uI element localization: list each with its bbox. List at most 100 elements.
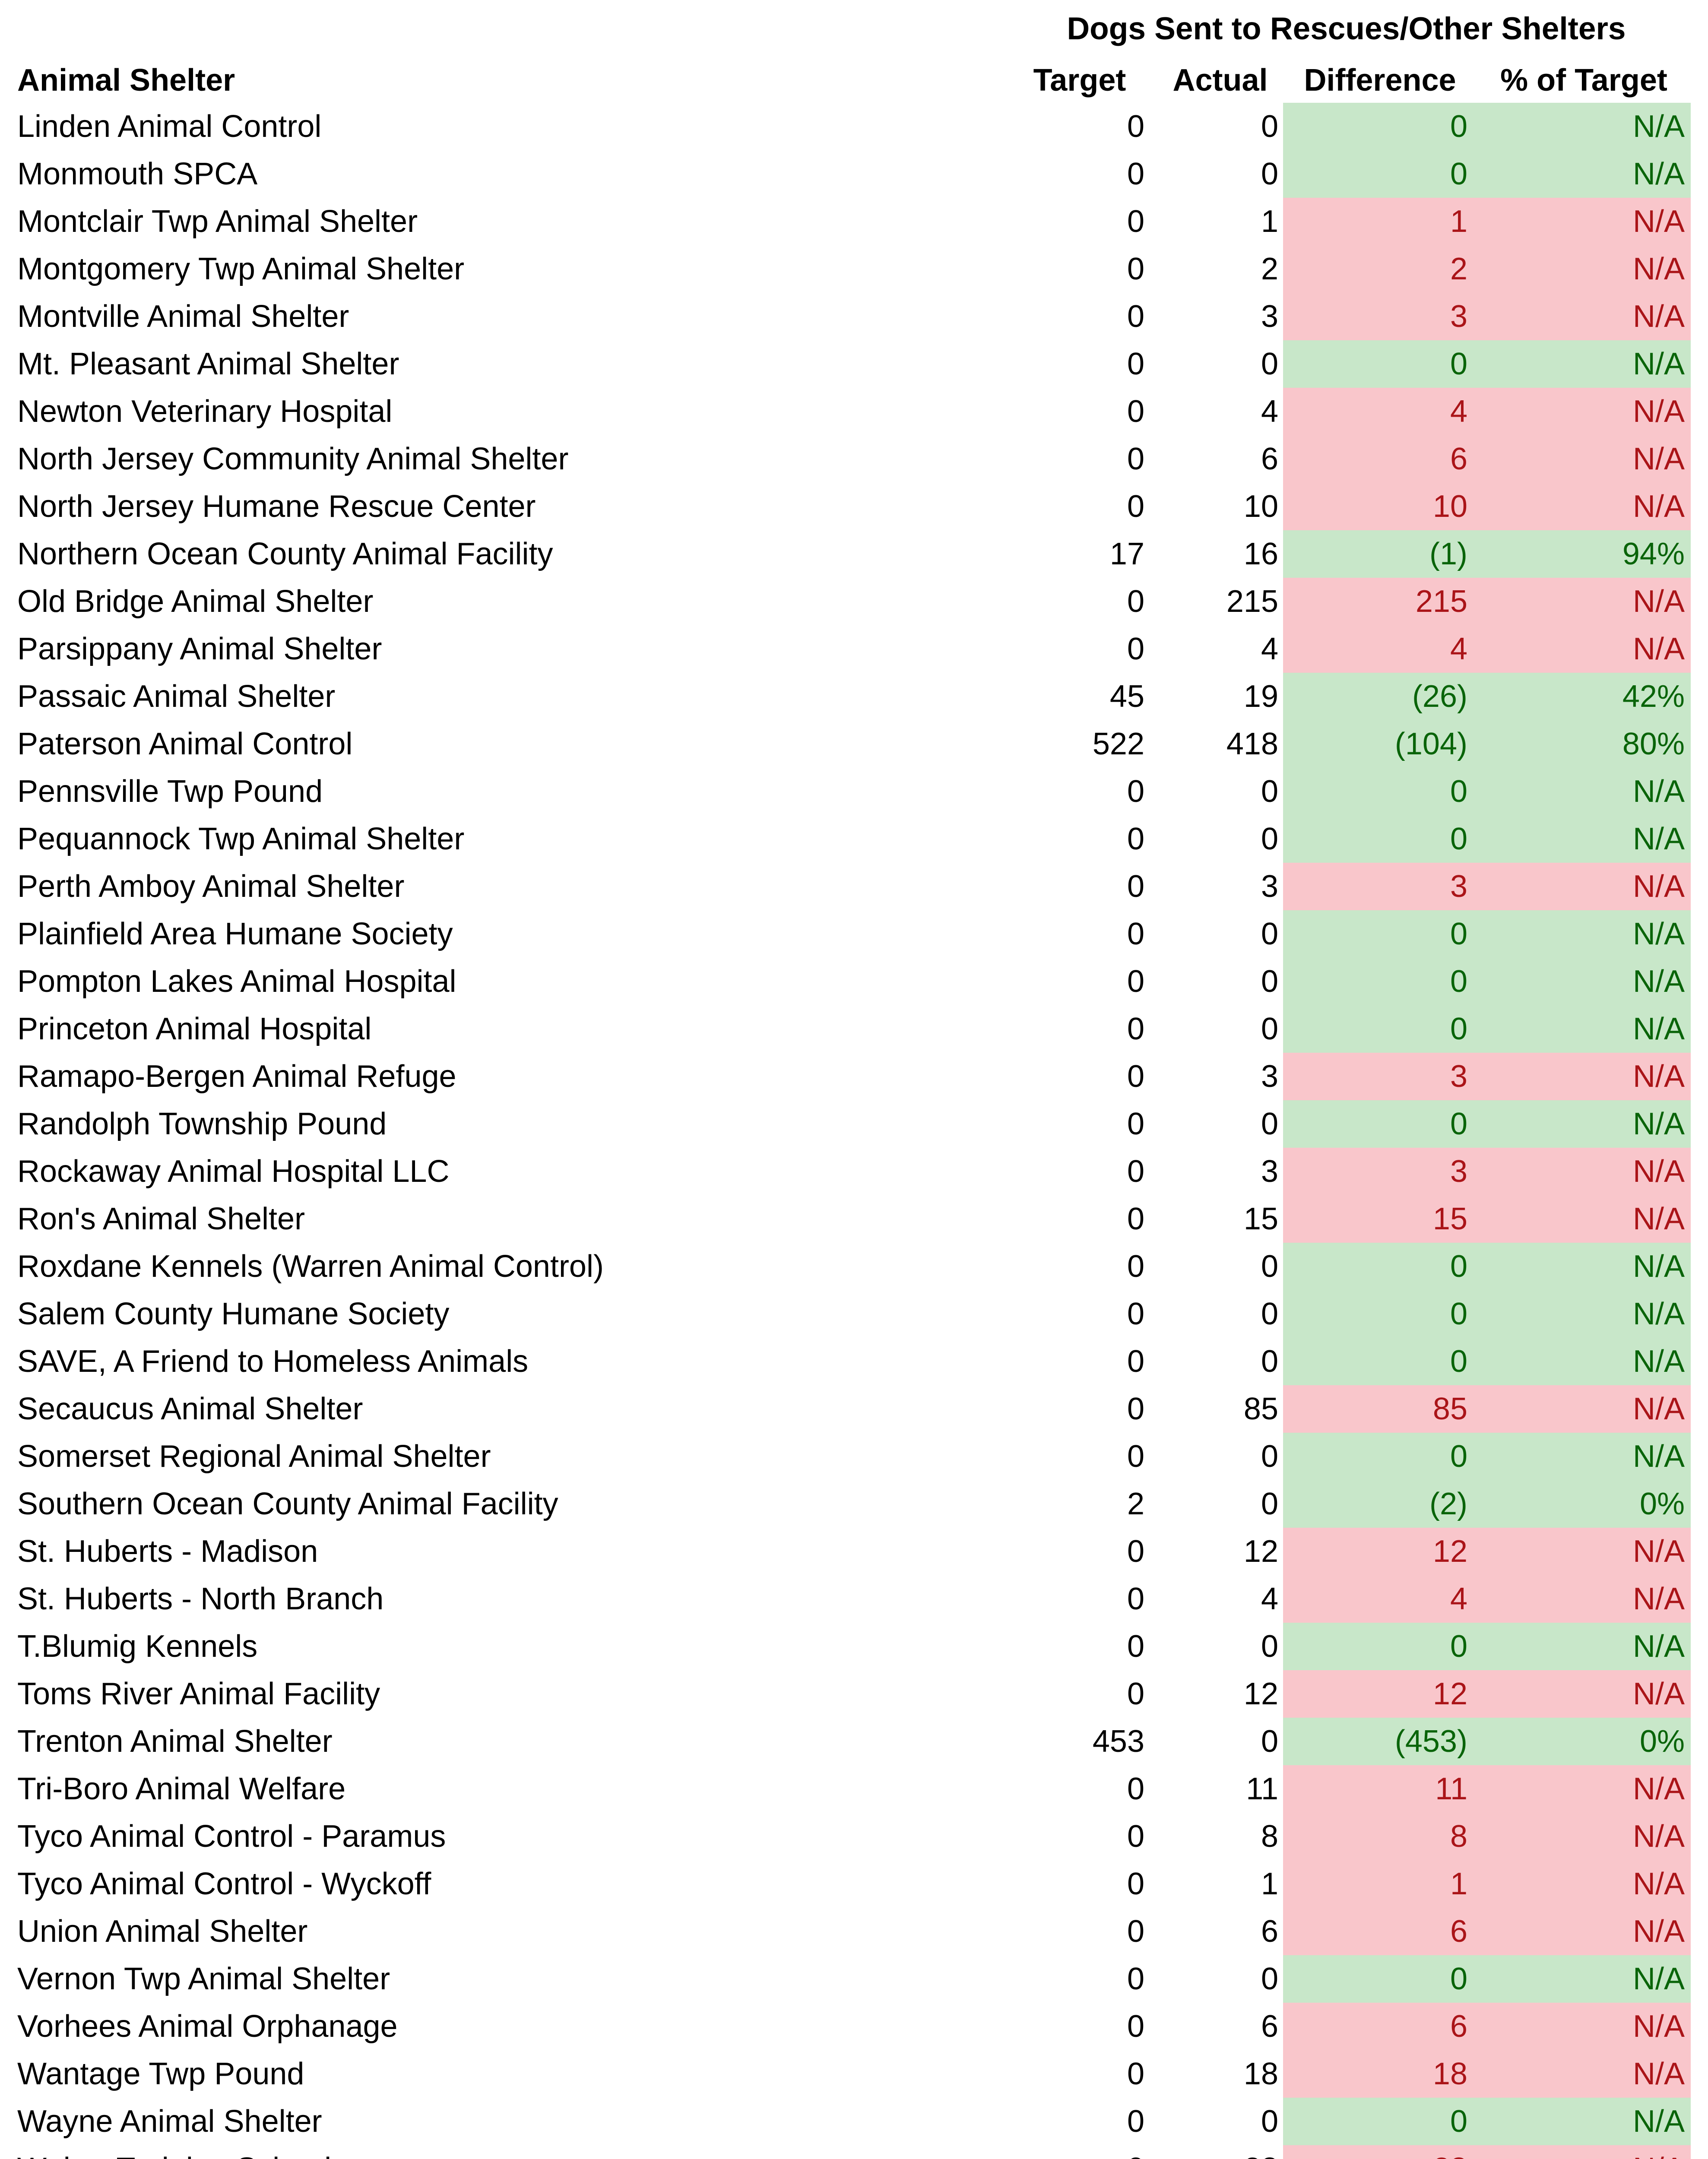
target-cell: 0 <box>1127 1534 1144 1569</box>
actual-cell: 0 <box>1261 917 1278 951</box>
table-row: Montclair Twp Animal Shelter 0 1 1 N/A <box>0 198 1708 245</box>
difference-cell: 0 <box>1283 1338 1477 1385</box>
right-margin <box>1691 1053 1708 1100</box>
pct-of-target-cell: N/A <box>1477 1765 1691 1813</box>
target-cell: 0 <box>1127 442 1144 476</box>
target-cell: 0 <box>1127 1867 1144 1901</box>
pct-of-target-cell: 94% <box>1477 530 1691 578</box>
actual-cell: 3 <box>1261 869 1278 904</box>
shelter-name-cell: Tri-Boro Animal Welfare <box>17 1772 346 1806</box>
target-cell: 0 <box>1127 1012 1144 1046</box>
table-row: Vorhees Animal Orphanage 0 6 6 N/A <box>0 2003 1708 2050</box>
right-margin <box>1691 1860 1708 1908</box>
target-cell: 45 <box>1109 679 1144 714</box>
right-margin <box>1691 1338 1708 1385</box>
actual-cell: 0 <box>1261 109 1278 144</box>
table-row: North Jersey Community Animal Shelter 0 … <box>0 435 1708 483</box>
pct-of-target-cell: N/A <box>1477 1148 1691 1195</box>
pct-of-target-cell: N/A <box>1477 768 1691 815</box>
pct-of-target-cell: N/A <box>1477 1385 1691 1433</box>
table-row: Trenton Animal Shelter 453 0 (453) 0% <box>0 1718 1708 1765</box>
difference-cell: 4 <box>1283 388 1477 435</box>
pct-of-target-cell: N/A <box>1477 293 1691 340</box>
target-cell: 0 <box>1127 869 1144 904</box>
actual-cell: 0 <box>1261 822 1278 856</box>
target-cell: 0 <box>1127 822 1144 856</box>
table-body: Linden Animal Control 0 0 0 N/A Monmouth… <box>0 103 1708 2159</box>
difference-cell: 0 <box>1283 1005 1477 1053</box>
shelter-name-cell: North Jersey Community Animal Shelter <box>17 442 569 476</box>
shelter-name-cell: Pennsville Twp Pound <box>17 774 323 809</box>
difference-cell: 0 <box>1283 1243 1477 1290</box>
table-row: Passaic Animal Shelter 45 19 (26) 42% <box>0 673 1708 720</box>
right-margin <box>1691 1955 1708 2003</box>
right-margin <box>1691 910 1708 958</box>
shelter-name-cell: Weber Training School <box>0 2145 1002 2159</box>
difference-cell: 0 <box>1283 1955 1477 2003</box>
right-margin <box>1691 2050 1708 2098</box>
actual-cell: 0 <box>1261 964 1278 999</box>
actual-cell: 6 <box>1261 442 1278 476</box>
shelter-name-cell: Parsippany Animal Shelter <box>17 632 382 666</box>
table-row: Old Bridge Animal Shelter 0 215 215 N/A <box>0 578 1708 625</box>
right-margin <box>1691 1528 1708 1575</box>
table-row: Somerset Regional Animal Shelter 0 0 0 N… <box>0 1433 1708 1480</box>
table-row: Northern Ocean County Animal Facility 17… <box>0 530 1708 578</box>
actual-cell: 3 <box>1261 1059 1278 1094</box>
right-margin <box>1691 1670 1708 1718</box>
table-row: Weber Training School 0 23 23 N/A <box>0 2145 1708 2159</box>
table-row: Tyco Animal Control - Paramus 0 8 8 N/A <box>0 1813 1708 1860</box>
shelter-name-cell: Union Animal Shelter <box>17 1914 308 1949</box>
column-header-target: Target <box>1033 63 1126 98</box>
actual-cell: 8 <box>1261 1819 1278 1854</box>
target-cell: 0 <box>1127 489 1144 524</box>
actual-cell: 215 <box>1226 584 1278 619</box>
pct-of-target-cell: N/A <box>1477 1528 1691 1575</box>
actual-cell: 3 <box>1261 1154 1278 1189</box>
shelter-name-cell: Southern Ocean County Animal Facility <box>17 1487 558 1521</box>
difference-cell: 85 <box>1283 1385 1477 1433</box>
pct-of-target-cell: 80% <box>1477 720 1691 768</box>
actual-cell: 19 <box>1243 679 1278 714</box>
shelter-name-cell: Salem County Humane Society <box>17 1297 450 1331</box>
table-row: Rockaway Animal Hospital LLC 0 3 3 N/A <box>0 1148 1708 1195</box>
actual-cell: 0 <box>1261 1297 1278 1331</box>
pct-of-target-cell: N/A <box>1477 1623 1691 1670</box>
shelter-name-cell: SAVE, A Friend to Homeless Animals <box>17 1344 529 1379</box>
pct-of-target-cell: N/A <box>1477 1813 1691 1860</box>
right-margin <box>1691 483 1708 530</box>
actual-cell: 23 <box>1157 2145 1283 2159</box>
target-cell: 0 <box>1127 1819 1144 1854</box>
right-margin <box>1691 388 1708 435</box>
column-header-pct-of-target: % of Target <box>1500 63 1667 98</box>
pct-of-target-cell: 0% <box>1477 1480 1691 1528</box>
target-cell: 0 <box>1127 1677 1144 1711</box>
actual-cell: 0 <box>1261 1012 1278 1046</box>
shelter-name-cell: Mt. Pleasant Animal Shelter <box>17 347 399 381</box>
actual-cell: 11 <box>1246 1772 1278 1806</box>
difference-cell: (26) <box>1283 673 1477 720</box>
table-row: Roxdane Kennels (Warren Animal Control) … <box>0 1243 1708 1290</box>
pct-of-target-cell: N/A <box>1477 245 1691 293</box>
table-row: Tyco Animal Control - Wyckoff 0 1 1 N/A <box>0 1860 1708 1908</box>
actual-cell: 0 <box>1261 1724 1278 1759</box>
target-cell: 0 <box>1127 1107 1144 1141</box>
right-margin <box>1691 863 1708 910</box>
right-margin <box>1691 1148 1708 1195</box>
pct-of-target-cell: N/A <box>1477 340 1691 388</box>
difference-cell: 8 <box>1283 1813 1477 1860</box>
target-cell: 522 <box>1092 727 1144 761</box>
pct-of-target-cell: N/A <box>1477 1243 1691 1290</box>
shelter-name-cell: Secaucus Animal Shelter <box>17 1392 363 1426</box>
right-margin <box>1691 245 1708 293</box>
difference-cell: (104) <box>1283 720 1477 768</box>
right-margin <box>1691 103 1708 150</box>
right-margin <box>1691 530 1708 578</box>
pct-of-target-cell: N/A <box>1477 1053 1691 1100</box>
pct-of-target-cell: N/A <box>1477 150 1691 198</box>
right-margin <box>1691 1765 1708 1813</box>
difference-cell: 12 <box>1283 1670 1477 1718</box>
actual-cell: 2 <box>1261 252 1278 286</box>
pct-of-target-cell: 0% <box>1477 1718 1691 1765</box>
difference-cell: 1 <box>1283 1860 1477 1908</box>
